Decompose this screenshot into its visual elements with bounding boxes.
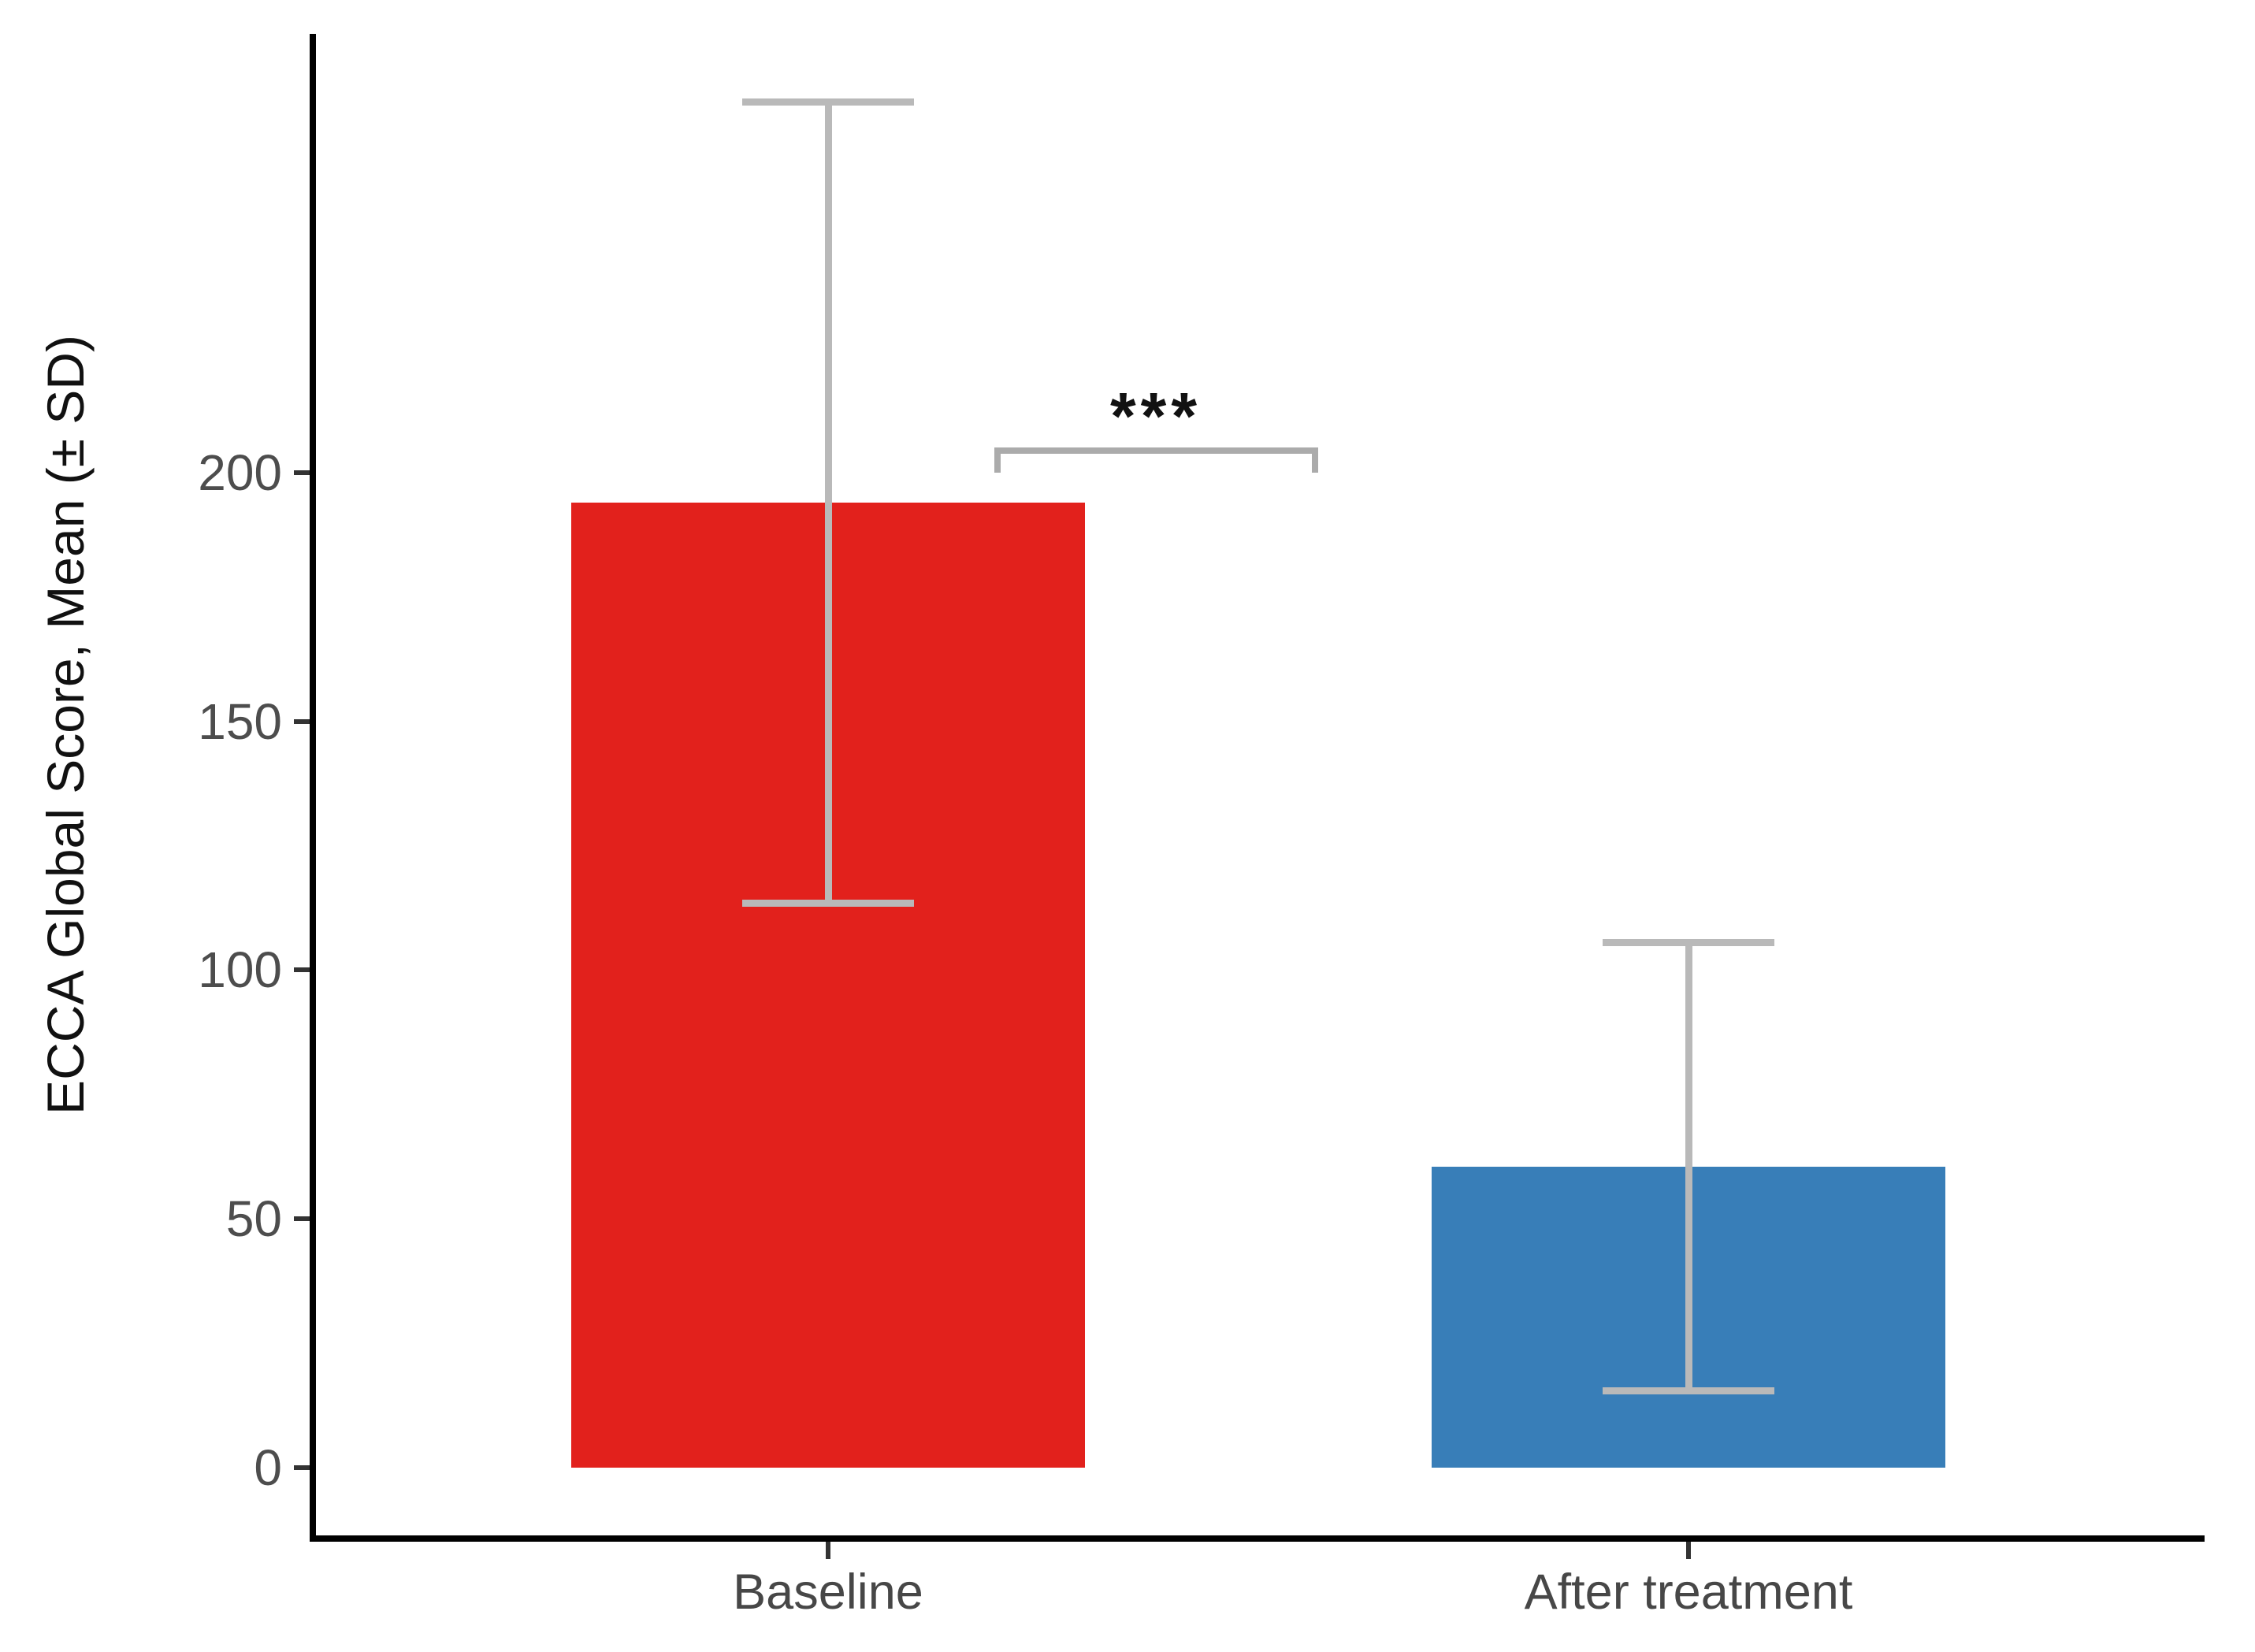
y-axis-tick-label: 50 bbox=[225, 1190, 282, 1248]
significance-bracket-right-tick bbox=[1312, 447, 1318, 473]
y-axis-tick-label: 150 bbox=[198, 692, 282, 750]
y-axis-line bbox=[310, 34, 316, 1542]
x-axis-label-baseline: Baseline bbox=[733, 1565, 923, 1620]
error-bar-bottom-cap-after-treatment bbox=[1603, 1387, 1774, 1394]
x-axis-tick-after-treatment bbox=[1686, 1542, 1691, 1559]
y-axis-tick bbox=[294, 1465, 310, 1470]
error-bar-line-after-treatment bbox=[1685, 942, 1692, 1391]
error-bar-bottom-cap-baseline bbox=[742, 899, 914, 907]
x-axis-line bbox=[310, 1535, 2205, 1542]
y-axis-tick-label: 100 bbox=[198, 941, 282, 999]
error-bar-top-cap-baseline bbox=[742, 98, 914, 106]
significance-stars: *** bbox=[1109, 379, 1202, 453]
significance-bracket-left-tick bbox=[994, 447, 1001, 473]
y-axis-tick-label: 200 bbox=[198, 444, 282, 501]
y-axis-tick-label: 0 bbox=[254, 1439, 282, 1496]
significance-bracket-line bbox=[994, 447, 1318, 454]
y-axis-tick bbox=[294, 1216, 310, 1222]
x-axis-label-after-treatment: After treatment bbox=[1524, 1565, 1853, 1620]
y-axis-tick bbox=[294, 470, 310, 475]
y-axis-tick bbox=[294, 967, 310, 973]
error-bar-line-baseline bbox=[824, 102, 832, 904]
error-bar-top-cap-after-treatment bbox=[1603, 939, 1774, 947]
x-axis-tick-baseline bbox=[826, 1542, 830, 1559]
y-axis-tick bbox=[294, 718, 310, 724]
